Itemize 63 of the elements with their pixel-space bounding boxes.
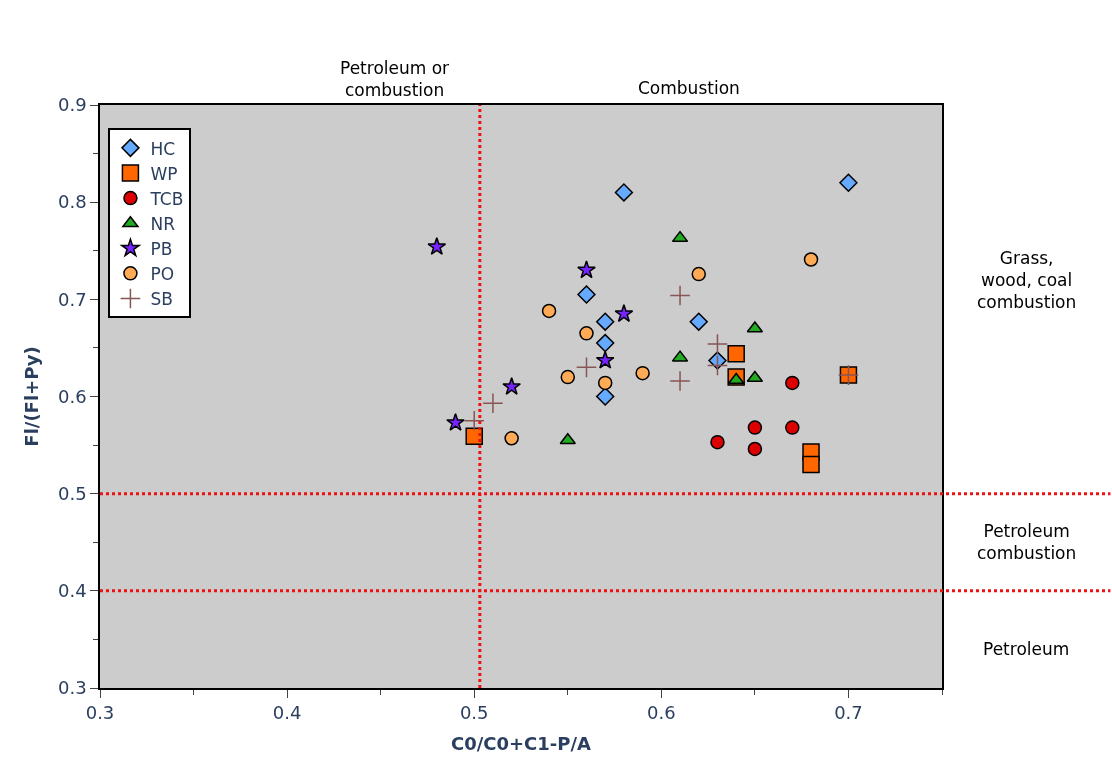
point (577, 285, 596, 304)
y-axis-title: Fl/(Fl+Py) (20, 346, 42, 447)
point (802, 455, 820, 474)
point (706, 354, 729, 376)
text: Grass, wood, coal combustion (977, 248, 1077, 313)
point (596, 333, 615, 353)
point (482, 392, 504, 414)
point (614, 304, 634, 323)
point (839, 173, 858, 192)
point (427, 237, 447, 255)
point (747, 420, 763, 435)
y-tick-label: 0.5 (58, 482, 87, 504)
point (727, 345, 745, 363)
text: Combustion (638, 78, 740, 98)
point (559, 432, 577, 445)
x-tick-label: 0.7 (834, 702, 863, 724)
point (579, 326, 594, 341)
x-tick-label: 0.5 (459, 702, 489, 724)
point (671, 230, 689, 243)
point (575, 356, 598, 378)
point (541, 303, 557, 319)
point (504, 431, 519, 446)
y-tick-label: 0.6 (58, 385, 87, 407)
point (706, 333, 729, 355)
point (595, 350, 615, 369)
x-tick-label: 0.6 (647, 702, 676, 724)
point (710, 434, 725, 450)
point (803, 252, 819, 267)
y-tick-label: 0.7 (58, 288, 87, 310)
point (635, 365, 650, 381)
legend-label: WP (150, 163, 178, 184)
legend-label: PO (150, 264, 175, 284)
point (691, 266, 707, 282)
point (747, 441, 763, 457)
text: Petroleum combustion (977, 521, 1077, 564)
point (597, 375, 613, 391)
y-tick-label: 0.9 (58, 94, 87, 116)
y-tick-label: 0.4 (58, 580, 87, 602)
legend-label: PB (150, 238, 173, 259)
y-tick-label: 0.3 (58, 677, 87, 699)
x-tick-label: 0.3 (85, 702, 115, 724)
legend-label: SB (150, 289, 173, 310)
text: Petroleum or combustion (340, 58, 450, 101)
point (446, 412, 465, 431)
point (746, 370, 764, 383)
point (596, 387, 615, 406)
legend-label: HC (150, 138, 176, 159)
point (596, 312, 615, 331)
y-tick-label: 0.8 (58, 191, 87, 213)
point (785, 375, 800, 391)
point (577, 260, 596, 279)
point (614, 183, 634, 202)
point (689, 312, 708, 331)
point (669, 370, 691, 392)
point (560, 369, 576, 385)
legend-label: NR (150, 213, 176, 234)
point (669, 284, 691, 306)
point (502, 376, 522, 395)
x-tick-label: 0.4 (272, 702, 302, 724)
x-axis-title: C0/C0+C1-P/A (450, 732, 592, 754)
point (785, 420, 800, 435)
legend-label: TCB (149, 188, 184, 209)
text: Petroleum (983, 639, 1070, 659)
